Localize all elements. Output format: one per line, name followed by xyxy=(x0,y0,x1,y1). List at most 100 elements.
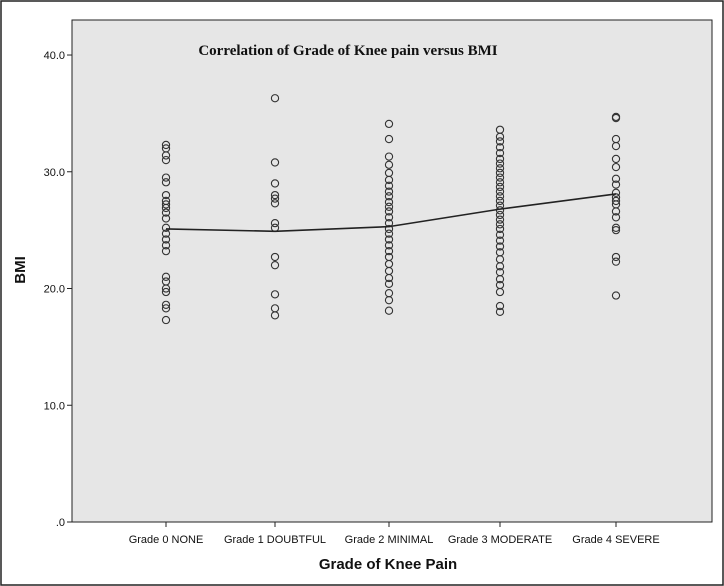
x-tick-label: Grade 4 SEVERE xyxy=(572,534,659,546)
data-point xyxy=(495,143,505,152)
y-tick-label: 40.0 xyxy=(44,50,65,62)
data-point xyxy=(611,225,621,235)
data-point xyxy=(161,229,171,238)
data-point xyxy=(495,159,505,168)
data-point xyxy=(161,173,171,182)
x-axis-title: Grade of Knee Pain xyxy=(319,556,457,573)
data-point xyxy=(161,287,171,297)
data-point xyxy=(384,134,394,144)
x-tick-label: Grade 0 NONE xyxy=(129,534,204,546)
data-point xyxy=(270,194,280,203)
data-point xyxy=(611,180,621,189)
data-point xyxy=(611,113,621,123)
y-tick-label: 10.0 xyxy=(44,400,65,412)
data-point xyxy=(611,174,621,183)
data-point xyxy=(384,306,394,315)
data-point xyxy=(611,141,621,151)
data-point xyxy=(611,154,621,164)
data-point xyxy=(611,213,621,222)
data-point xyxy=(270,290,280,299)
data-point xyxy=(495,236,505,245)
data-point xyxy=(495,196,505,206)
data-point xyxy=(495,192,505,201)
data-point xyxy=(384,152,394,161)
x-axis: Grade 0 NONE Grade 1 DOUBTFUL Grade 2 MINI… xyxy=(129,522,660,546)
x-tick-label: Grade 1 DOUBTFUL xyxy=(224,534,326,546)
data-point xyxy=(161,247,171,256)
data-point xyxy=(384,241,394,250)
data-point xyxy=(611,252,621,262)
data-point xyxy=(161,140,171,150)
data-point xyxy=(384,202,394,211)
chart-title: Correlation of Grade of Knee pain versus… xyxy=(198,43,497,59)
x-tick-label: Grade 2 MINIMAL xyxy=(345,534,434,546)
mean-line xyxy=(165,193,617,233)
data-point xyxy=(270,199,280,208)
data-point xyxy=(161,214,171,223)
data-point xyxy=(270,311,280,320)
data-point xyxy=(611,223,621,232)
data-point xyxy=(495,187,505,196)
data-point xyxy=(611,207,621,216)
data-point xyxy=(495,132,505,141)
data-point xyxy=(384,224,394,234)
data-point xyxy=(495,262,505,271)
data-point xyxy=(384,119,394,129)
data-point xyxy=(161,304,171,313)
data-point xyxy=(270,179,280,188)
data-point xyxy=(161,151,171,160)
data-point xyxy=(161,223,171,232)
data-point xyxy=(495,220,505,229)
data-point xyxy=(384,187,394,196)
data-point xyxy=(495,182,505,192)
data-point xyxy=(495,224,505,234)
data-point xyxy=(495,230,505,239)
data-point xyxy=(384,213,394,222)
data-point xyxy=(161,200,171,209)
data-point xyxy=(495,137,505,146)
data-point xyxy=(611,196,621,206)
data-point xyxy=(495,168,505,178)
data-point xyxy=(270,261,280,270)
data-point xyxy=(384,197,394,207)
data-point xyxy=(495,287,505,297)
y-axis-title: BMI xyxy=(12,256,29,284)
data-point xyxy=(495,307,505,317)
data-point xyxy=(161,155,171,165)
mean-line-layer xyxy=(165,193,617,233)
data-point xyxy=(611,291,621,300)
x-tick-label: Grade 3 MODERATE xyxy=(448,534,552,546)
data-point xyxy=(384,273,394,283)
data-point xyxy=(161,203,171,213)
data-point xyxy=(611,162,621,172)
data-point xyxy=(384,207,394,216)
data-point xyxy=(495,178,505,187)
data-point xyxy=(495,210,505,220)
data-point xyxy=(495,215,505,224)
data-point xyxy=(161,315,171,325)
plot-area xyxy=(71,19,713,523)
data-point xyxy=(495,164,505,173)
data-point xyxy=(611,257,621,266)
data-point xyxy=(611,188,621,197)
y-tick-label: .0 xyxy=(56,517,65,529)
data-point xyxy=(161,235,171,244)
data-point xyxy=(495,173,505,182)
y-axis: .0 10.0 20.0 30.0 40.0 xyxy=(44,50,72,529)
y-tick-label: 20.0 xyxy=(44,284,65,296)
data-point xyxy=(270,190,280,200)
data-point xyxy=(384,247,394,256)
data-point xyxy=(495,301,505,311)
data-point xyxy=(161,272,171,281)
data-point xyxy=(384,181,394,190)
data-point xyxy=(161,178,171,187)
data-point xyxy=(384,229,394,238)
data-point xyxy=(384,279,394,288)
data-point xyxy=(384,235,394,244)
data-point xyxy=(495,148,505,158)
data-point xyxy=(270,94,280,103)
data-point xyxy=(495,242,505,251)
scatter-points xyxy=(161,94,621,325)
data-point xyxy=(270,158,280,167)
